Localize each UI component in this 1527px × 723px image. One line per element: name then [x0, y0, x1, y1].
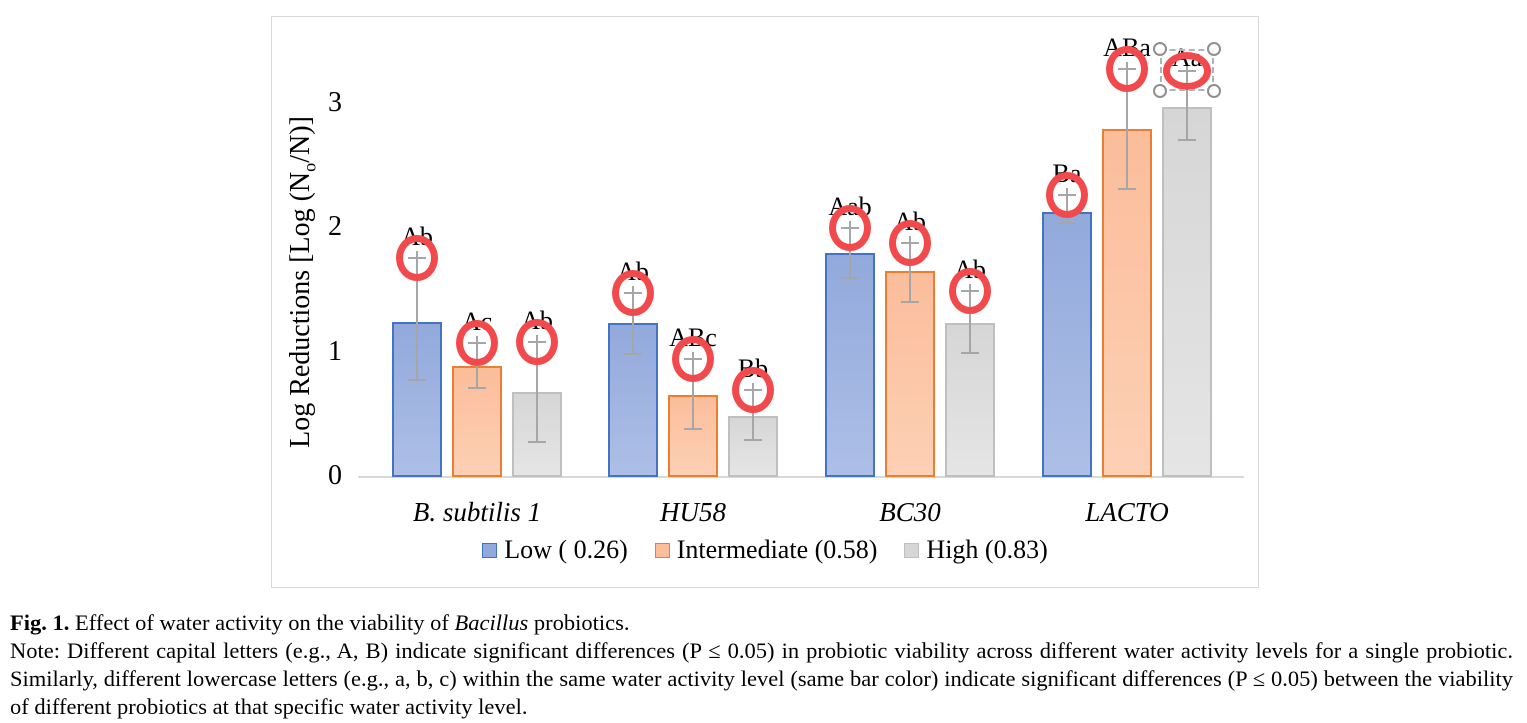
sig-circle-intermediate-lacto[interactable]: [1106, 46, 1148, 93]
legend-label-high: High (0.83): [926, 535, 1048, 564]
selection-rect[interactable]: [1160, 48, 1214, 91]
sig-circle-low-b-subtilis-1[interactable]: [396, 235, 438, 282]
sig-circle-high-lacto[interactable]: [1163, 51, 1211, 90]
figure-caption: Fig. 1. Effect of water activity on the …: [10, 609, 1513, 637]
error-bar-bottom-cap: [1118, 187, 1136, 190]
error-bar-bottom-cap: [1058, 222, 1076, 225]
sig-circle-intermediate-bc30[interactable]: [889, 220, 931, 267]
category-label-hu58: HU58: [660, 497, 726, 527]
figure-caption-block: Fig. 1. Effect of water activity on the …: [10, 609, 1513, 721]
legend-item-high[interactable]: High (0.83): [904, 535, 1048, 565]
sig-circle-intermediate-hu58[interactable]: [672, 335, 714, 382]
error-bar-low-hu58: [632, 286, 634, 354]
category-label-bc30: BC30: [879, 497, 941, 527]
y-tick-label: 2: [328, 211, 342, 243]
legend-swatch-low: [482, 542, 498, 558]
error-bar-bottom-cap: [901, 300, 919, 303]
error-bar-bottom-cap: [841, 277, 859, 280]
selection-handle-sw[interactable]: [1153, 83, 1167, 98]
sig-circle-low-bc30[interactable]: [829, 205, 871, 252]
legend-swatch-intermediate: [654, 542, 670, 558]
bar-low-b-subtilis-1: [392, 321, 442, 477]
legend: Low ( 0.26) Intermediate (0.58) High (0.83…: [272, 535, 1258, 565]
bar-intermediate-lacto: [1102, 128, 1152, 477]
error-bar-high-b-subtilis-1: [536, 334, 538, 443]
error-bar-bottom-cap: [528, 441, 546, 444]
chart-panel: Log Reductions [Log (No/N)] 0 1 2 3 B. subti…: [271, 16, 1259, 588]
error-bar-bottom-cap: [624, 352, 642, 355]
x-axis-line: [358, 476, 1244, 478]
sig-circle-high-hu58[interactable]: [732, 366, 774, 413]
sig-circle-high-bc30[interactable]: [949, 267, 991, 314]
bar-low-bc30: [825, 253, 875, 477]
caption-text: Effect of water activity on the viabilit…: [69, 610, 455, 635]
y-tick-label: 1: [328, 335, 342, 367]
y-tick-label: 0: [328, 460, 342, 491]
legend-label-low: Low ( 0.26): [504, 535, 628, 564]
category-label-b-subtilis-1: B. subtilis 1: [412, 497, 542, 527]
legend-item-intermediate[interactable]: Intermediate (0.58): [654, 535, 878, 565]
error-bar-bottom-cap: [961, 351, 979, 354]
error-bar-high-bc30: [969, 283, 971, 353]
y-tick-label: 3: [328, 87, 342, 119]
caption-italic-word: Bacillus: [454, 610, 529, 635]
selection-handle-ne[interactable]: [1207, 41, 1221, 56]
error-bar-bottom-cap: [744, 438, 762, 441]
error-bar-intermediate-lacto: [1126, 62, 1128, 189]
legend-label-intermediate: Intermediate (0.58): [676, 535, 878, 564]
bar-low-lacto: [1042, 212, 1092, 477]
sig-circle-high-b-subtilis-1[interactable]: [516, 318, 558, 365]
caption-text-end: probiotics.: [528, 610, 630, 635]
selection-handle-se[interactable]: [1207, 83, 1221, 98]
selection-handle-nw[interactable]: [1153, 41, 1167, 56]
error-bar-intermediate-bc30: [909, 236, 911, 302]
error-bar-intermediate-hu58: [692, 351, 694, 429]
error-bar-bottom-cap: [408, 379, 426, 382]
sig-circle-low-hu58[interactable]: [612, 270, 654, 317]
error-bar-bottom-cap: [684, 427, 702, 430]
error-bar-bottom-cap: [468, 386, 486, 389]
plot-area: 0 1 2 3 B. subtilis 1 HU58 BC30 LACTO Ab Ab Aab Ba A…: [272, 17, 1258, 587]
error-bar-bottom-cap: [1178, 139, 1196, 142]
figure-note: Note: Different capital letters (e.g., A…: [10, 638, 1513, 719]
bar-high-lacto: [1162, 106, 1212, 477]
bar-intermediate-bc30: [885, 270, 935, 477]
caption-fig-label: Fig. 1.: [10, 610, 70, 635]
category-label-lacto: LACTO: [1085, 497, 1169, 527]
sig-circle-low-lacto[interactable]: [1046, 171, 1088, 218]
legend-item-low[interactable]: Low ( 0.26): [482, 535, 628, 565]
sig-circle-intermediate-b-subtilis-1[interactable]: [456, 319, 498, 366]
legend-swatch-high: [904, 542, 920, 558]
error-bar-high-lacto: [1186, 63, 1188, 141]
error-bar-low-b-subtilis-1: [416, 251, 418, 381]
